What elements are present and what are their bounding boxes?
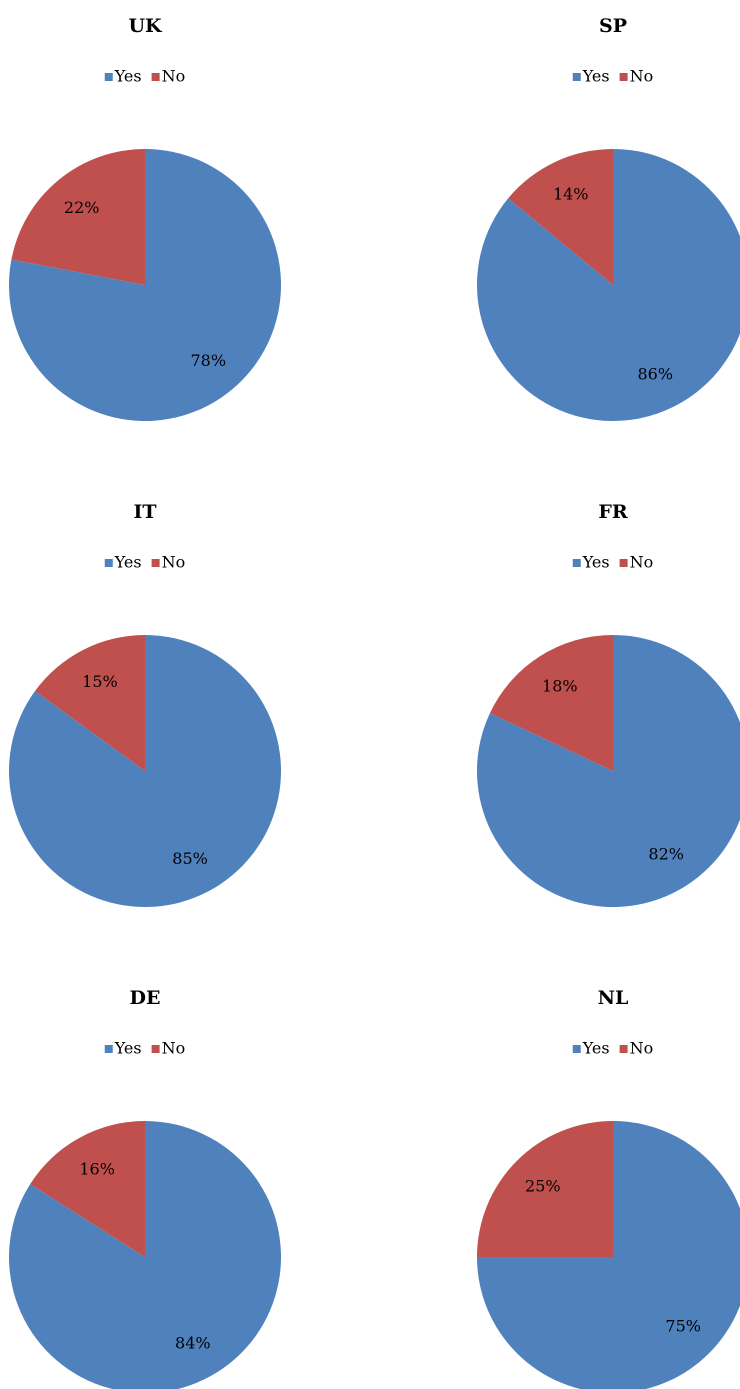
chart-title: SP bbox=[599, 15, 627, 37]
data-label: 22% bbox=[64, 198, 100, 217]
data-label: 15% bbox=[82, 672, 118, 691]
legend-swatch bbox=[104, 1045, 113, 1053]
legend-label: Yes bbox=[114, 1039, 142, 1058]
data-label: 78% bbox=[191, 351, 227, 370]
pie-slice bbox=[477, 635, 740, 907]
pie-slice bbox=[508, 149, 613, 285]
chart-title: IT bbox=[133, 501, 156, 523]
pie-chart: NL Yes No 75% 25% bbox=[477, 987, 740, 1389]
legend-swatch bbox=[619, 559, 628, 567]
pie-chart: SP Yes No 86% 14% bbox=[477, 15, 740, 421]
legend-label: No bbox=[162, 553, 186, 572]
data-label: 75% bbox=[665, 1317, 701, 1336]
data-label: 18% bbox=[542, 677, 578, 696]
legend-label: Yes bbox=[582, 1039, 610, 1058]
data-label: 25% bbox=[525, 1176, 561, 1195]
legend-swatch bbox=[104, 73, 113, 81]
legend-swatch bbox=[619, 1045, 628, 1053]
legend-label: No bbox=[630, 553, 654, 572]
pie-slice bbox=[30, 1121, 145, 1257]
legend-swatch bbox=[151, 559, 160, 567]
legend-label: Yes bbox=[114, 553, 142, 572]
data-label: 16% bbox=[79, 1160, 115, 1179]
chart-title: UK bbox=[128, 15, 163, 37]
chart-title: NL bbox=[598, 987, 629, 1009]
pie-slice bbox=[477, 149, 740, 421]
data-label: 84% bbox=[175, 1333, 211, 1352]
data-label: 82% bbox=[648, 844, 684, 863]
pie-slice bbox=[489, 635, 613, 771]
pie-slice bbox=[9, 1121, 282, 1389]
pie-chart: FR Yes No 82% 18% bbox=[477, 501, 740, 907]
pie-slice bbox=[477, 1121, 740, 1389]
pie-chart: DE Yes No 84% 16% bbox=[9, 987, 282, 1389]
legend-label: No bbox=[162, 1039, 186, 1058]
legend-swatch bbox=[151, 1045, 160, 1053]
legend-swatch bbox=[619, 73, 628, 81]
legend-swatch bbox=[104, 559, 113, 567]
pie-chart: IT Yes No 85% 15% bbox=[9, 501, 282, 907]
legend-swatch bbox=[572, 559, 581, 567]
legend-swatch bbox=[572, 1045, 581, 1053]
pie-slice bbox=[9, 635, 282, 907]
legend-label: Yes bbox=[582, 553, 610, 572]
data-label: 86% bbox=[637, 364, 673, 383]
data-label: 14% bbox=[553, 185, 589, 204]
pie-slice bbox=[9, 149, 282, 421]
legend-label: Yes bbox=[114, 67, 142, 86]
legend-label: No bbox=[630, 1039, 654, 1058]
legend-swatch bbox=[151, 73, 160, 81]
pie-slice bbox=[477, 1121, 613, 1257]
chart-title: DE bbox=[130, 987, 161, 1009]
pie-slice bbox=[11, 149, 145, 285]
legend-label: No bbox=[630, 67, 654, 86]
legend-label: Yes bbox=[582, 67, 610, 86]
pie-chart: UK Yes No 78% 22% bbox=[9, 15, 282, 421]
chart-title: FR bbox=[598, 501, 627, 523]
data-label: 85% bbox=[172, 849, 208, 868]
legend-label: No bbox=[162, 67, 186, 86]
pie-slice bbox=[34, 635, 145, 771]
legend-swatch bbox=[572, 73, 581, 81]
